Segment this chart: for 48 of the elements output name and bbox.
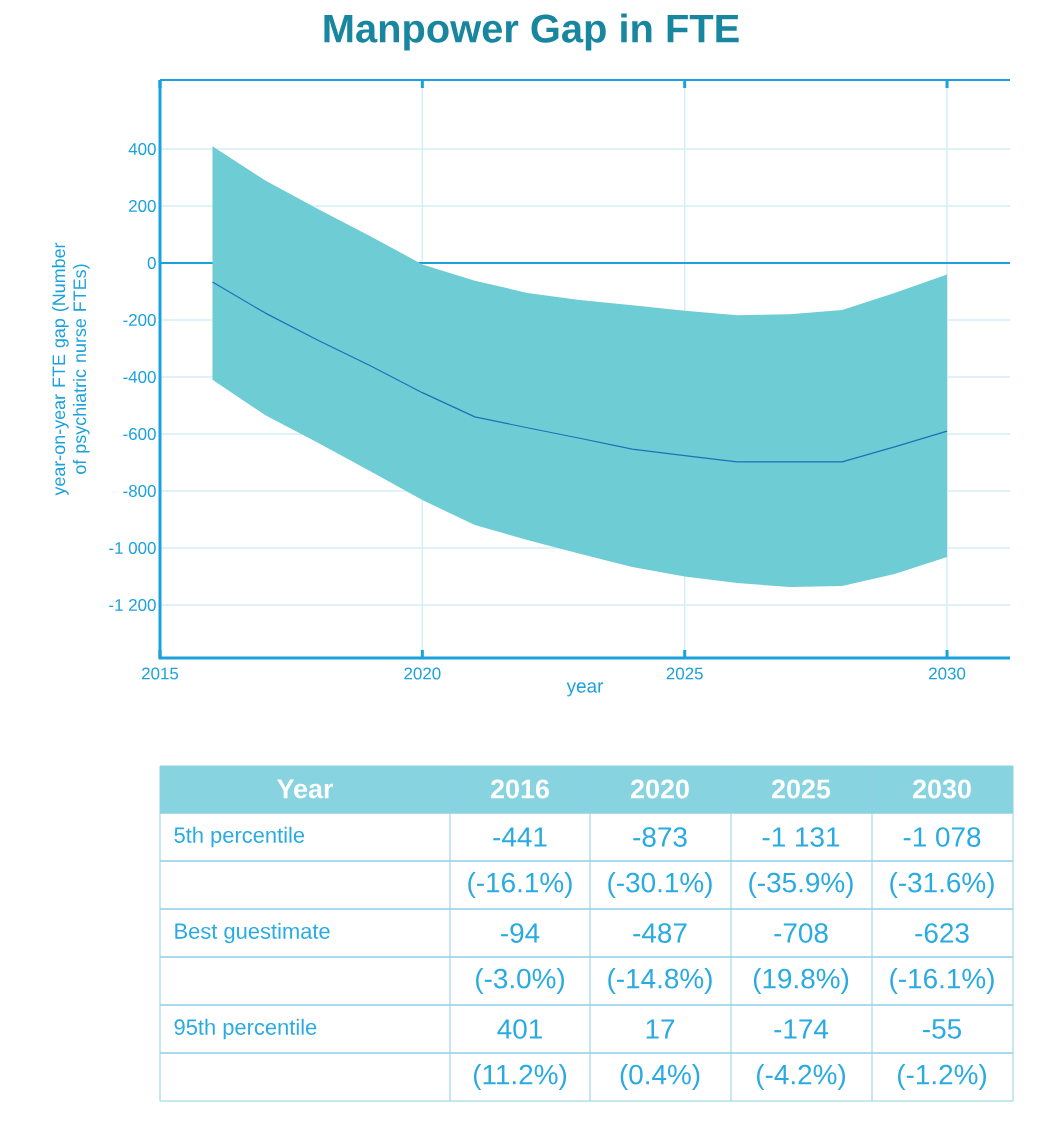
text: 17 [646, 1019, 675, 1039]
text: (11.2%) [473, 1064, 567, 1091]
text: -94 [501, 923, 540, 943]
text: -708 [774, 923, 828, 943]
text: -174 [774, 1019, 829, 1039]
text: 2025 [772, 779, 831, 799]
text: (0.4%) [620, 1064, 700, 1091]
y-tick-label: -600 [123, 427, 156, 440]
y-tick-label: 400 [128, 142, 156, 155]
text: -55 [923, 1019, 961, 1039]
y-tick-label: -200 [123, 313, 156, 326]
text: 401 [497, 1019, 542, 1039]
text: 5th percentile [174, 826, 305, 848]
y-tick-label: 0 [147, 256, 156, 269]
y-tick-label: 200 [129, 199, 156, 212]
text: 95th percentile [174, 1018, 317, 1040]
y-tick-label: -1 200 [109, 599, 156, 611]
chart-title: Manpower Gap in FTE [324, 13, 739, 51]
text: -1 078 [903, 827, 981, 847]
text: -873 [633, 827, 687, 847]
text: Year [277, 779, 334, 799]
text: -487 [633, 923, 687, 943]
x-tick-label: 2030 [929, 667, 966, 680]
y-tick-label: -400 [123, 370, 156, 383]
y-tick-label: -800 [123, 484, 156, 497]
text: 2016 [491, 779, 549, 799]
y-tick-label: -1 000 [109, 542, 156, 554]
text: (-31.6%) [890, 872, 994, 899]
text: 2030 [913, 779, 971, 799]
text: -441 [493, 827, 547, 847]
text: (-1.2%) [898, 1064, 986, 1091]
text: (-4.2%) [757, 1064, 845, 1091]
text: (-3.0%) [476, 968, 564, 995]
text: Best guestimate [175, 922, 330, 944]
text: (19.8%) [753, 968, 849, 995]
text: -1 131 [762, 827, 840, 847]
text: (-14.8%) [608, 968, 712, 995]
text: (-30.1%) [608, 872, 712, 899]
x-tick-label: 2025 [666, 667, 703, 680]
x-axis-title: year [566, 682, 604, 697]
text: (-16.1%) [890, 968, 994, 995]
x-tick-label: 2020 [404, 667, 441, 680]
text: (-16.1%) [468, 872, 572, 899]
text: (-35.9%) [749, 872, 853, 899]
text: -623 [915, 923, 969, 943]
text: 2020 [631, 779, 689, 799]
x-tick-label: 2015 [142, 667, 179, 680]
y-axis-title: year-on-year FTE gap (Number of psychiatric nurse FTEs) [51, 242, 90, 496]
